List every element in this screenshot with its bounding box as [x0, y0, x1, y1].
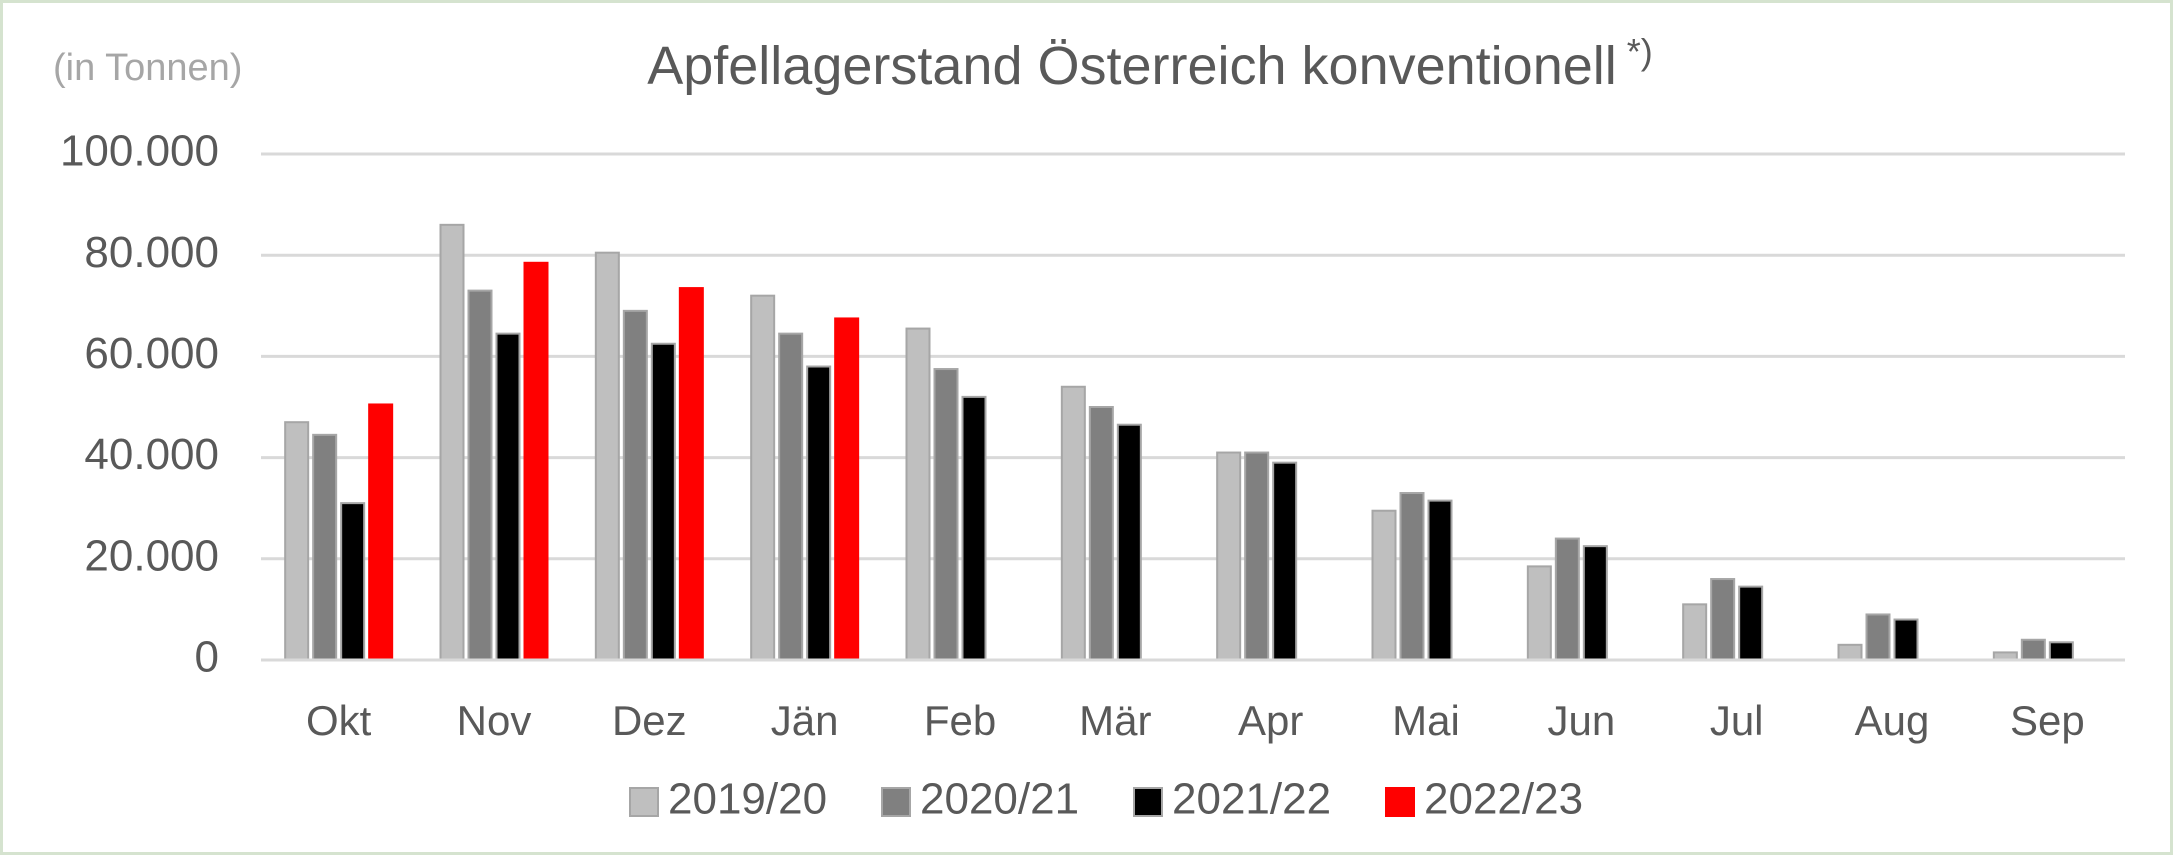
bar [1216, 451, 1242, 662]
bar [2020, 638, 2046, 662]
legend-label: 2019/20 [668, 775, 827, 824]
legend-label: 2020/21 [920, 775, 1079, 824]
bar [933, 368, 959, 661]
x-tick-label: Jul [1710, 697, 1764, 744]
bar [1893, 618, 1919, 662]
bar [1710, 578, 1736, 661]
x-tick-label: Sep [2010, 697, 2085, 744]
x-tick-label: Mär [1079, 697, 1151, 744]
bar [1371, 509, 1397, 662]
legend-label: 2021/22 [1172, 775, 1331, 824]
title-note: *) [1627, 31, 1653, 72]
bar [523, 261, 549, 661]
bar [467, 289, 493, 661]
bar [1837, 643, 1863, 662]
bar [1554, 537, 1580, 661]
x-tick-label: Nov [457, 697, 532, 744]
bar [622, 309, 648, 661]
y-tick-label: 80.000 [84, 228, 219, 277]
bar [2048, 641, 2074, 661]
bar [905, 327, 931, 661]
bar [495, 332, 521, 661]
y-tick-label: 40.000 [84, 430, 219, 479]
x-tick-label: Dez [612, 697, 687, 744]
bar [368, 403, 394, 661]
bar [340, 502, 366, 662]
bar [1272, 461, 1298, 661]
bar [312, 433, 338, 661]
bar [806, 365, 832, 661]
x-tick-label: Feb [924, 697, 996, 744]
title-text: Apfellagerstand Österreich konventionell [647, 36, 1617, 96]
x-tick-label: Apr [1238, 697, 1303, 744]
bar [834, 317, 860, 661]
bar [1526, 565, 1552, 662]
bar [1244, 451, 1270, 662]
y-tick-label: 20.000 [84, 531, 219, 580]
bar [778, 332, 804, 661]
chart-title: Apfellagerstand Österreich konventionell… [647, 31, 1653, 97]
bar [650, 342, 676, 661]
legend-label: 2022/23 [1424, 775, 1583, 824]
x-tick-label: Aug [1855, 697, 1930, 744]
bar [1116, 423, 1142, 661]
y-axis-label: (in Tonnen) [53, 47, 242, 89]
bar [439, 223, 465, 661]
x-tick-label: Mai [1392, 697, 1460, 744]
bar [1427, 499, 1453, 661]
y-tick-label: 60.000 [84, 329, 219, 378]
bar [1865, 613, 1891, 662]
legend-swatch [629, 787, 659, 817]
y-tick-label: 100.000 [60, 127, 219, 176]
x-tick-label: Jun [1547, 697, 1615, 744]
y-tick-label: 0 [195, 633, 219, 682]
bar [1060, 385, 1086, 661]
legend-swatch [1385, 787, 1415, 817]
bar [594, 251, 620, 661]
bar [1088, 406, 1114, 661]
bar [961, 395, 987, 661]
x-tick-label: Jän [771, 697, 839, 744]
bar [678, 287, 704, 661]
bar [1582, 545, 1608, 662]
bar [1682, 603, 1708, 662]
bar [284, 421, 310, 661]
legend-swatch [881, 787, 911, 817]
x-tick-label: Okt [306, 697, 372, 744]
bar [1738, 585, 1764, 662]
bar [1399, 492, 1425, 661]
bar [750, 294, 776, 661]
legend-swatch [1133, 787, 1163, 817]
